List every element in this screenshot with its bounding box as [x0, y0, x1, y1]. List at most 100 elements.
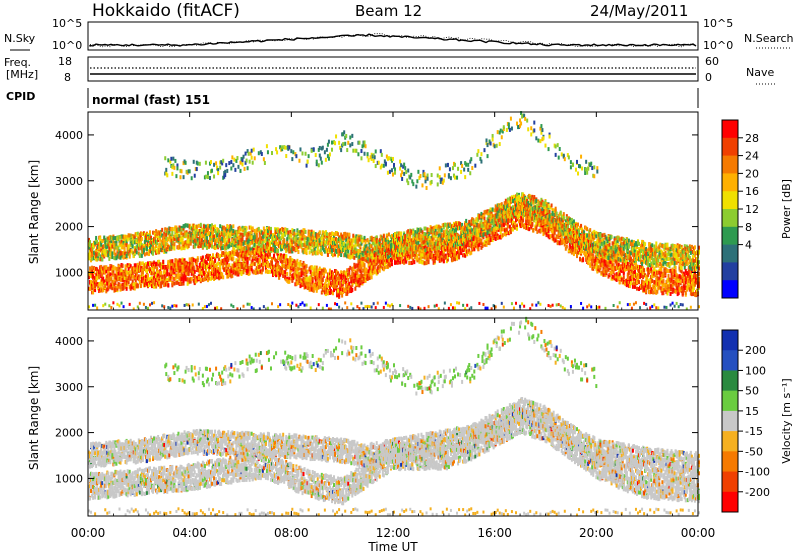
range-cell [140, 243, 143, 248]
range-cell [188, 169, 191, 174]
range-cell [255, 233, 258, 238]
range-cell [213, 174, 216, 179]
range-cell [190, 176, 193, 181]
power-scatter [88, 111, 700, 311]
range-cell [141, 232, 144, 237]
range-cell [313, 268, 316, 273]
range-cell [370, 275, 373, 280]
range-cell [137, 268, 140, 273]
range-cell [214, 275, 217, 280]
range-cell [131, 239, 134, 244]
range-cell [153, 275, 156, 280]
range-cell [361, 257, 364, 262]
nave-label: Nave [746, 66, 774, 79]
range-cell [126, 278, 129, 283]
range-cell [158, 282, 161, 287]
range-cell [312, 147, 315, 152]
range-cell [89, 271, 92, 276]
range-cell [93, 287, 96, 292]
range-cell [106, 281, 109, 286]
range-cell [205, 265, 208, 270]
range-cell [141, 270, 144, 275]
range-cell [163, 231, 166, 236]
range-cell [113, 285, 116, 290]
range-cell [403, 162, 406, 167]
range-cell [161, 227, 164, 232]
range-cell [128, 252, 131, 257]
range-cell [156, 231, 159, 236]
range-cell [129, 264, 132, 269]
range-cell [290, 149, 293, 154]
range-cell [134, 232, 137, 237]
range-cell [282, 273, 285, 278]
range-cell [114, 256, 117, 261]
range-cell [118, 265, 121, 270]
range-cell [387, 156, 390, 161]
range-cell [105, 238, 108, 243]
range-cell [135, 239, 138, 244]
range-cell [144, 278, 147, 283]
range-cell [139, 231, 142, 236]
noise-right-label: N.Search [744, 32, 794, 45]
range-cell [153, 230, 156, 235]
range-cell [224, 237, 227, 242]
range-cell [117, 245, 120, 250]
range-cell [132, 251, 135, 256]
range-cell [276, 150, 279, 155]
range-cell [164, 265, 167, 270]
range-cell [199, 222, 202, 227]
range-cell [111, 286, 114, 291]
range-cell [131, 244, 134, 249]
range-cell [103, 281, 106, 286]
range-cell [150, 282, 153, 287]
range-cell [159, 231, 162, 236]
range-cell [106, 287, 109, 292]
range-cell [366, 246, 369, 251]
range-cell [113, 243, 116, 248]
range-cell [426, 176, 429, 181]
range-cell [150, 276, 153, 281]
range-cell [91, 267, 94, 272]
range-cell [117, 236, 120, 241]
range-cell [233, 247, 236, 252]
beam-title: Beam 12 [355, 2, 422, 20]
range-cell [88, 256, 90, 261]
range-cell [96, 239, 99, 244]
range-cell [342, 142, 345, 147]
range-cell [143, 236, 146, 241]
range-cell [149, 280, 151, 285]
range-cell [101, 282, 104, 287]
range-cell [116, 246, 119, 251]
range-cell [109, 284, 112, 289]
range-cell [372, 237, 375, 242]
range-cell [217, 171, 220, 176]
range-cell [91, 248, 94, 253]
range-cell [120, 273, 123, 278]
range-cell [89, 286, 92, 291]
range-cell [105, 249, 108, 254]
range-cell [242, 154, 245, 159]
range-cell [204, 160, 207, 165]
range-cell [124, 251, 127, 256]
range-cell [115, 287, 118, 292]
range-cell [122, 286, 125, 291]
range-cell [153, 284, 156, 289]
range-cell [197, 223, 200, 228]
range-cell [217, 261, 220, 266]
range-cell [139, 265, 142, 270]
range-cell [152, 241, 155, 246]
range-cell [152, 271, 155, 276]
range-cell [147, 277, 150, 282]
cpid-label: CPID [6, 90, 35, 103]
range-cell [114, 236, 117, 241]
range-cell [163, 247, 166, 252]
range-cell [129, 242, 132, 247]
range-cell [97, 286, 100, 291]
range-cell [106, 249, 109, 254]
range-cell [101, 250, 104, 255]
range-cell [162, 241, 165, 246]
range-cell [171, 171, 174, 176]
range-cell [110, 254, 113, 259]
range-cell [110, 266, 113, 271]
range-cell [157, 231, 160, 236]
